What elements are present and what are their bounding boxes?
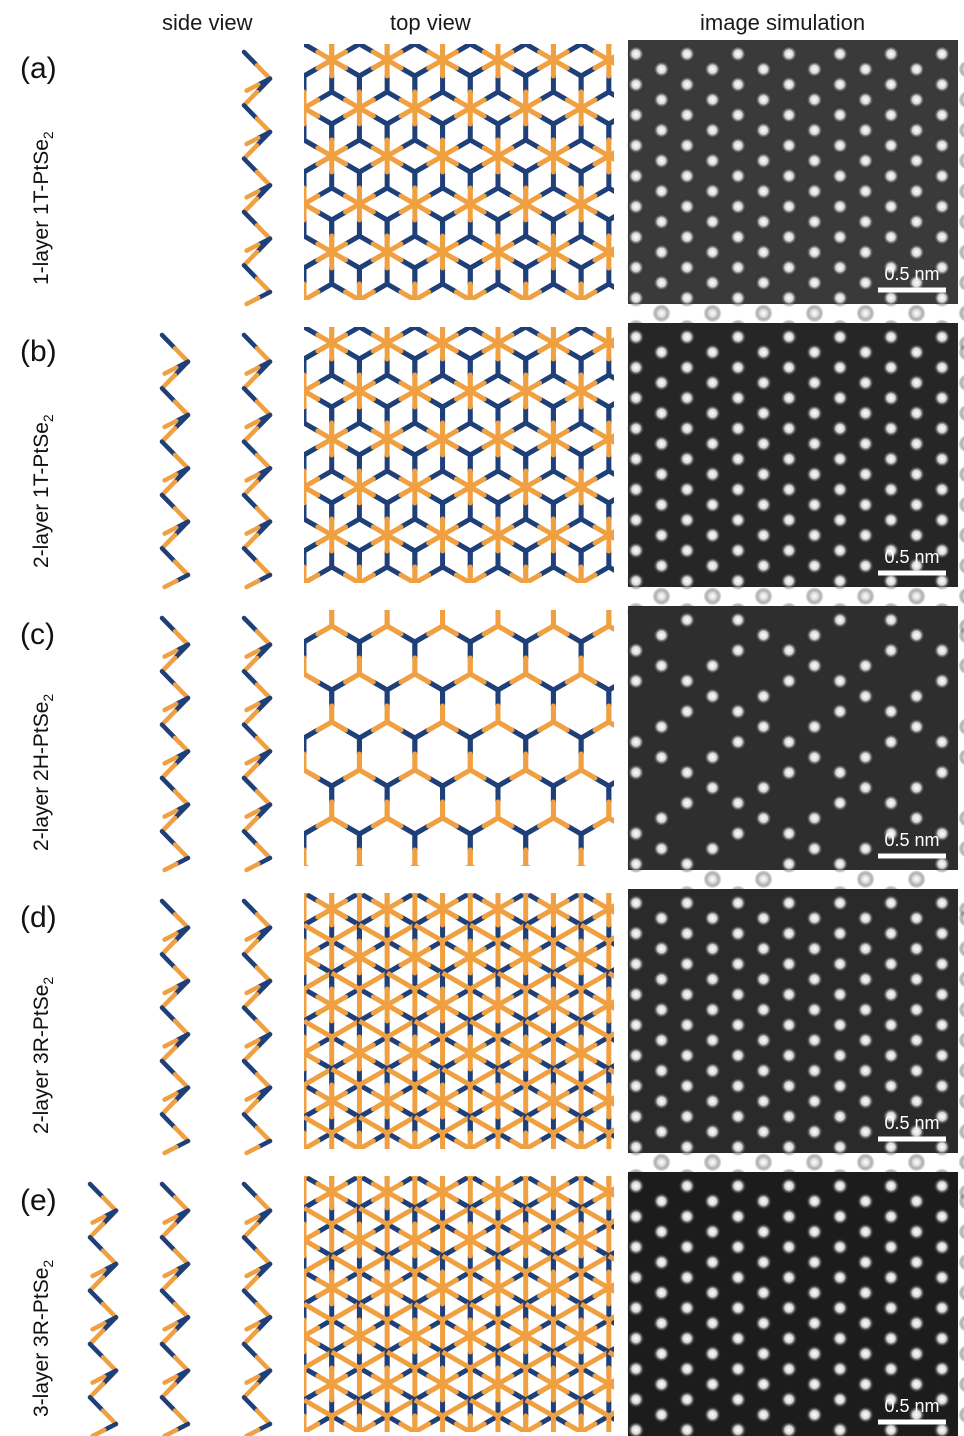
panel-letter: (e) [20, 1184, 57, 1218]
image-simulation: 0.5 nm [628, 606, 958, 870]
top-view-lattice [304, 610, 614, 866]
image-simulation: 0.5 nm [628, 40, 958, 304]
top-view-lattice [304, 1176, 614, 1432]
side-view-structure [85, 42, 285, 302]
side-view-structure [85, 891, 285, 1151]
scale-bar-label: 0.5 nm [884, 1396, 939, 1416]
header-side-view: side view [162, 10, 252, 36]
top-view-lattice [304, 893, 614, 1149]
side-view-layer [244, 618, 270, 870]
side-view-structure [85, 325, 285, 585]
header-image-simulation: image simulation [700, 10, 865, 36]
scale-bar-label: 0.5 nm [884, 264, 939, 284]
panel-letter: (c) [20, 618, 55, 652]
row-label: 1-layer 1T-PtSe2 [30, 131, 56, 285]
side-view-structure [85, 1174, 285, 1434]
side-view-structure [85, 608, 285, 868]
image-simulation: 0.5 nm [628, 1172, 958, 1436]
header-top-view: top view [390, 10, 471, 36]
side-view-layer [162, 335, 188, 587]
side-view-layer [244, 335, 270, 587]
side-view-layer [162, 618, 188, 870]
scale-bar-label: 0.5 nm [884, 830, 939, 850]
side-view-layer [90, 1184, 116, 1436]
side-view-layer [244, 1184, 270, 1436]
side-view-layer [244, 52, 270, 304]
side-view-layer [162, 901, 188, 1153]
panel-letter: (b) [20, 335, 57, 369]
panel-letter: (a) [20, 52, 57, 86]
image-simulation: 0.5 nm [628, 889, 958, 1153]
panel-c: (c) 2-layer 2H-PtSe2 0.5 nm [0, 606, 964, 870]
row-label: 2-layer 3R-PtSe2 [30, 977, 56, 1134]
side-view-layer [244, 901, 270, 1153]
panel-b: (b) 2-layer 1T-PtSe2 0.5 nm [0, 323, 964, 587]
panel-e: (e) 3-layer 3R-PtSe2 0.5 nm [0, 1172, 964, 1436]
panel-letter: (d) [20, 901, 57, 935]
scale-bar-label: 0.5 nm [884, 547, 939, 567]
top-view-lattice [304, 44, 614, 300]
panel-d: (d) 2-layer 3R-PtSe2 0.5 nm [0, 889, 964, 1153]
side-view-layer [162, 1184, 188, 1436]
top-view-lattice [304, 327, 614, 583]
scale-bar-label: 0.5 nm [884, 1113, 939, 1133]
row-label: 2-layer 2H-PtSe2 [30, 694, 56, 851]
row-label: 3-layer 3R-PtSe2 [30, 1260, 56, 1417]
row-label: 2-layer 1T-PtSe2 [30, 414, 56, 568]
image-simulation: 0.5 nm [628, 323, 958, 587]
panel-a: (a) 1-layer 1T-PtSe2 0.5 nm [0, 40, 964, 304]
